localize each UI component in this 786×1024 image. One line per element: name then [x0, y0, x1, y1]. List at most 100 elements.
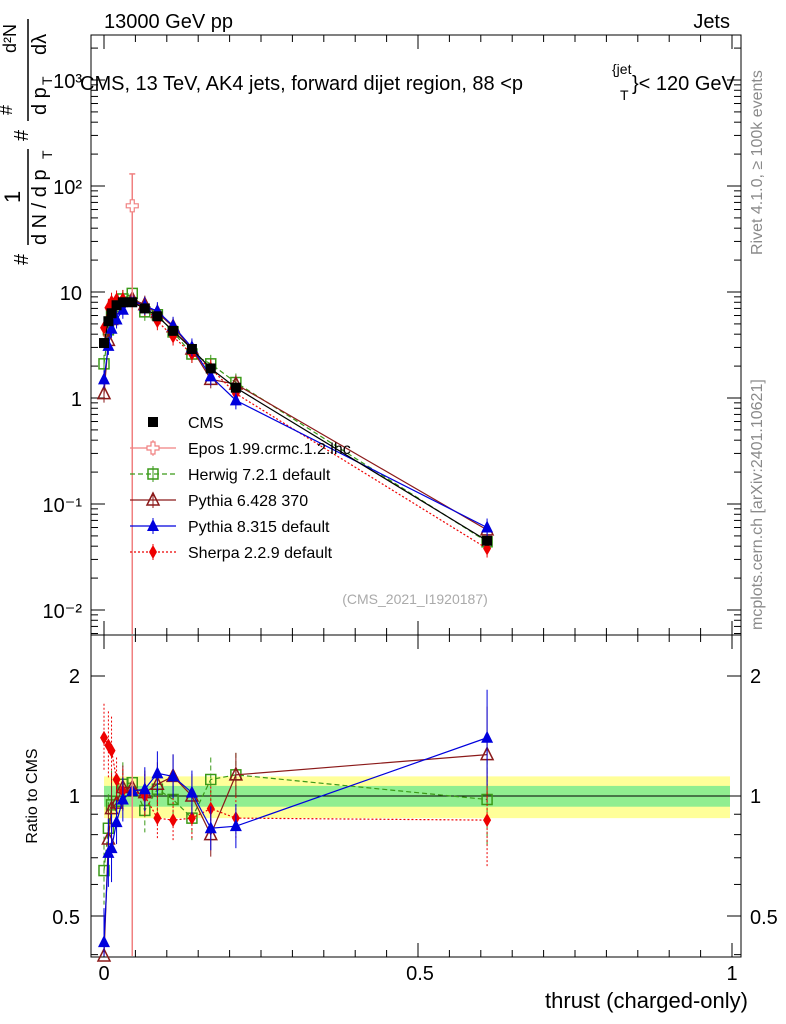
x-axis [103, 35, 733, 957]
main-y-axis-label: # 1 d N / d p T # # d²N d p T dλ [0, 19, 55, 265]
y-tick-label-1e3: 10³ [53, 71, 82, 93]
legend-entry-pythia8: Pythia 8.315 default [130, 518, 330, 536]
ratio-point-pythia6 [96, 947, 112, 962]
ratio-point-pythia8 [229, 819, 242, 832]
y-label-denom: d N / d p [29, 169, 51, 245]
ratio-tick-label-right-1: 1 [750, 786, 761, 808]
legend-entry-cms: CMS [148, 415, 224, 432]
series-layer [96, 173, 495, 634]
legend-entry-pythia6: Pythia 6.428 370 [130, 491, 308, 510]
point-cms [127, 297, 138, 308]
ratio-point-sherpa [100, 730, 108, 745]
legend-entry-sherpa: Sherpa 2.2.9 default [130, 544, 333, 562]
point-cms [230, 382, 241, 393]
point-pythia8 [105, 321, 118, 334]
legend-marker-pythia6 [145, 491, 161, 506]
y-label-dlambda: dλ [29, 34, 51, 55]
legend-entry-epos: Epos 1.99.crmc.1.2.lhc [130, 440, 351, 458]
mcplots-label: mcplots.cern.ch [arXiv:2401.10621] [749, 379, 766, 630]
legend-marker-cms [148, 417, 158, 427]
ratio-point-pythia8 [138, 782, 151, 795]
rivet-label: Rivet 4.1.0, ≥ 100k events [749, 70, 766, 255]
legend-label-herwig: Herwig 7.2.1 default [188, 467, 331, 484]
ratio-point-sherpa [169, 813, 178, 828]
point-cms [186, 343, 197, 354]
y-label-one: 1 [0, 191, 25, 203]
point-cms [152, 311, 163, 322]
ratio-tick-label-left-2: 2 [69, 666, 80, 688]
legend-marker-epos [146, 441, 160, 455]
ratio-tick-label-right-0.5: 0.5 [750, 907, 778, 929]
ratio-series-pythia8 [98, 689, 494, 956]
y-label-hash2: # [11, 129, 33, 141]
legend-label-epos: Epos 1.99.crmc.1.2.lhc [188, 441, 351, 458]
legend-label-pythia8: Pythia 8.315 default [188, 519, 330, 536]
point-epos [125, 199, 139, 213]
y-label-numer-sub: T [39, 76, 55, 85]
energy-label: 13000 GeV pp [104, 11, 233, 33]
ratio-point-herwig [98, 864, 110, 877]
ratio-point-pythia8 [481, 730, 494, 743]
point-cms [111, 300, 122, 311]
ratio-point-pythia8 [116, 792, 129, 805]
point-pythia8 [110, 312, 123, 325]
ratio-point-pythia8 [204, 821, 217, 834]
ratio-point-pythia8 [185, 785, 198, 798]
x-axis-label: thrust (charged-only) [545, 988, 748, 1013]
y-label-denom-sub: T [39, 150, 55, 159]
ratio-line-pythia8 [103, 737, 488, 943]
ratio-point-pythia8 [110, 815, 123, 828]
y-tick-label-1e-2: 10⁻² [43, 601, 83, 623]
point-cms [106, 308, 117, 319]
y-tick-label-10: 10 [60, 283, 82, 305]
ratio-point-pythia8 [167, 769, 180, 782]
legend-label-cms: CMS [188, 415, 224, 432]
series-cms [99, 297, 493, 546]
y-label-d2n: d²N [0, 24, 20, 53]
ratio-tick-label-left-0.5: 0.5 [52, 907, 80, 929]
y-label-hash3: # [0, 105, 16, 115]
x-tick-label-0.5: 0.5 [406, 963, 434, 985]
x-tick-labels: 0 0.5 1 [98, 963, 737, 985]
ratio-point-pythia8 [98, 935, 110, 948]
ratio-point-pythia8 [151, 766, 164, 779]
point-cms [117, 297, 128, 308]
point-pythia8 [98, 372, 110, 385]
y-tick-label-1: 1 [71, 389, 82, 411]
legend-label-pythia6: Pythia 6.428 370 [188, 493, 308, 510]
ratio-point-pythia6 [228, 766, 244, 781]
ratio-point-sherpa [483, 813, 492, 828]
point-cms [103, 316, 114, 327]
y-label-hash: # [11, 253, 33, 265]
ratio-tick-label-left-1: 1 [69, 786, 80, 808]
point-cms [168, 325, 179, 336]
point-cms [205, 363, 216, 374]
y-tick-label-1e2: 10² [53, 177, 82, 199]
point-pythia8 [204, 369, 217, 382]
point-pythia8 [116, 302, 129, 315]
ratio-point-sherpa [187, 811, 196, 826]
point-herwig [98, 358, 110, 370]
ratio-uncertainty-bands [91, 776, 741, 819]
legend-marker-herwig [147, 468, 159, 480]
ratio-point-pythia8 [105, 841, 118, 854]
main-y-tick-labels: 10⁻² 10⁻¹ 1 10 10² 10³ [43, 71, 83, 623]
legend: CMS Epos 1.99.crmc.1.2.lhc Herwig 7.2.1 de… [130, 415, 351, 562]
title-tail: }< 120 GeV [632, 73, 736, 95]
point-cms [482, 535, 493, 546]
ratio-series-layer [96, 636, 495, 962]
point-pythia6 [96, 384, 112, 400]
ratio-y-axis-label: Ratio to CMS [24, 748, 41, 843]
point-cms [99, 338, 109, 349]
y-tick-label-1e-1: 10⁻¹ [43, 495, 83, 517]
ratio-point-herwig [205, 773, 217, 786]
ratio-tick-labels: 0.5 1 2 0.5 1 2 [52, 666, 778, 929]
y-label-numer: d p [29, 87, 51, 115]
category-label: Jets [693, 11, 730, 33]
legend-label-sherpa: Sherpa 2.2.9 default [188, 545, 333, 562]
x-tick-label-1: 1 [726, 963, 737, 985]
ratio-point-sherpa [112, 772, 121, 787]
x-tick-label-0: 0 [98, 963, 109, 985]
legend-marker-pythia8 [147, 519, 159, 531]
